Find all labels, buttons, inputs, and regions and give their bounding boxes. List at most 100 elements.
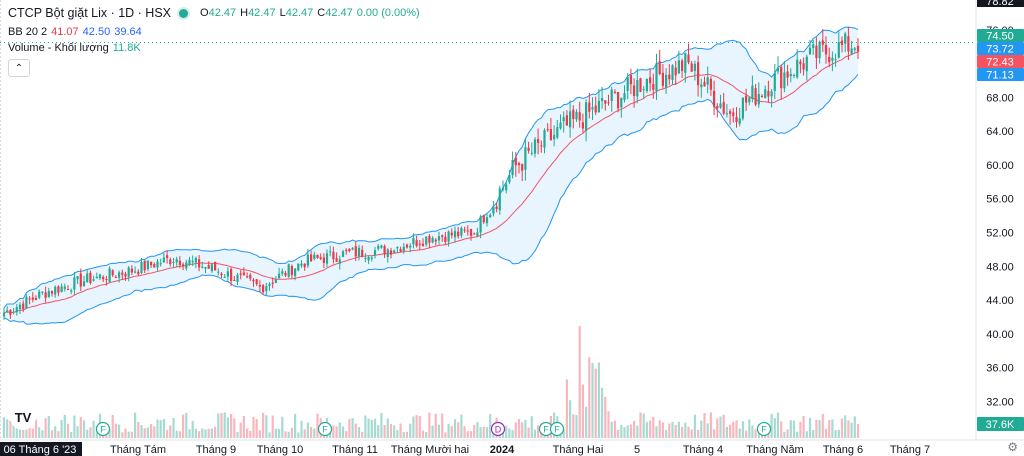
symbol-title[interactable]: CTCP Bột giặt Lix · 1D · HSX xyxy=(8,6,172,20)
volume-bar xyxy=(258,430,261,438)
volume-bar xyxy=(345,431,348,438)
volume-bar xyxy=(655,426,658,438)
volume-bar xyxy=(735,420,738,438)
volume-bar xyxy=(457,422,460,438)
volume-bar xyxy=(485,427,489,438)
volume-bar xyxy=(351,418,354,438)
bb-legend[interactable]: BB 20 2 41.07 42.50 39.64 xyxy=(8,26,142,38)
volume-bar xyxy=(341,426,345,438)
volume-bar xyxy=(306,422,309,438)
price-label-text: 71.13 xyxy=(986,70,1014,82)
volume-bar xyxy=(66,423,70,438)
volume-bar xyxy=(812,430,815,438)
candle-body xyxy=(760,95,764,97)
volume-bar xyxy=(41,430,44,438)
volume-bar xyxy=(150,424,153,438)
candle-body xyxy=(517,163,521,166)
candle-body xyxy=(418,243,421,245)
volume-bar xyxy=(709,412,712,438)
volume-bar xyxy=(770,413,773,438)
chevron-up-icon: ⌃ xyxy=(14,62,24,74)
volume-bar xyxy=(629,424,632,438)
candle-body xyxy=(2,312,6,317)
candle-body xyxy=(239,273,242,275)
volume-bar xyxy=(290,427,293,438)
price-label-text: 72.43 xyxy=(986,57,1014,69)
candle-body xyxy=(812,44,815,48)
volume-bar xyxy=(188,429,191,438)
ohlc-open: O42.47 xyxy=(200,7,237,19)
event-marker-icon xyxy=(756,421,772,437)
top-price-label: 78.82 xyxy=(986,0,1014,8)
candle-body xyxy=(268,283,271,286)
candle-body xyxy=(89,272,92,283)
candle-body xyxy=(850,48,853,54)
candle-body xyxy=(105,279,108,280)
time-tick-label: Tháng 4 xyxy=(683,444,723,456)
volume-bar xyxy=(521,422,524,438)
candle-body xyxy=(629,75,632,85)
volume-bar xyxy=(537,425,540,438)
volume-bar xyxy=(428,412,431,438)
volume-bar xyxy=(262,412,265,438)
candle-body xyxy=(645,78,648,92)
candle-body xyxy=(543,130,546,148)
volume-bar xyxy=(850,422,853,438)
candle-body xyxy=(278,273,281,279)
volume-bar xyxy=(604,397,607,438)
volume-bar xyxy=(729,424,732,438)
tradingview-logo-icon[interactable]: TV xyxy=(10,404,36,430)
candle-body xyxy=(754,88,757,105)
candle-body xyxy=(28,298,31,300)
candle-body xyxy=(508,175,511,183)
gear-icon[interactable]: ⚙ xyxy=(1007,440,1018,454)
volume-bar xyxy=(517,419,521,438)
candle-body xyxy=(837,42,840,58)
volume-bar xyxy=(745,430,748,438)
candle-body xyxy=(63,286,66,289)
volume-bar xyxy=(463,426,466,438)
candle-body xyxy=(383,246,386,255)
candle-body xyxy=(585,102,588,131)
candle-body xyxy=(341,251,345,257)
price-tick-label: 52.00 xyxy=(986,228,1014,240)
volume-label-text: 37.6K xyxy=(986,419,1015,431)
candle-body xyxy=(351,247,354,250)
candle-body xyxy=(476,232,479,237)
volume-bar xyxy=(82,420,86,438)
candle-body xyxy=(415,240,418,246)
candle-body xyxy=(735,116,738,122)
candle-body xyxy=(533,139,537,154)
candle-body xyxy=(697,62,700,86)
candle-body xyxy=(18,304,22,309)
volume-bar xyxy=(671,421,674,438)
volume-bar xyxy=(89,427,92,438)
candle-body xyxy=(127,267,130,277)
volume-bar xyxy=(383,424,386,438)
volume-bar xyxy=(805,431,808,438)
volume-bar xyxy=(396,430,399,438)
candle-body xyxy=(76,276,79,280)
volume-bar xyxy=(185,412,188,438)
candle-body xyxy=(357,247,361,257)
candle-body xyxy=(207,265,210,269)
candle-body xyxy=(821,40,824,45)
volume-bar xyxy=(489,414,492,438)
candle-body xyxy=(25,296,28,309)
candle-body xyxy=(34,297,38,300)
candle-body xyxy=(725,113,728,115)
candle-body xyxy=(367,257,370,261)
volume-bar xyxy=(469,431,473,438)
volume-bar xyxy=(6,419,9,438)
candle-body xyxy=(633,85,636,96)
collapse-legend-button[interactable]: ⌃ xyxy=(8,59,30,77)
volume-bar xyxy=(201,428,204,438)
candle-body xyxy=(524,147,527,170)
market-status-icon xyxy=(179,8,189,18)
volume-bar xyxy=(223,412,226,438)
volume-legend[interactable]: Volume - Khối lượng 11.8K xyxy=(8,42,141,54)
volume-bar xyxy=(182,414,185,438)
time-cursor-box xyxy=(0,442,82,456)
candle-body xyxy=(473,233,476,235)
